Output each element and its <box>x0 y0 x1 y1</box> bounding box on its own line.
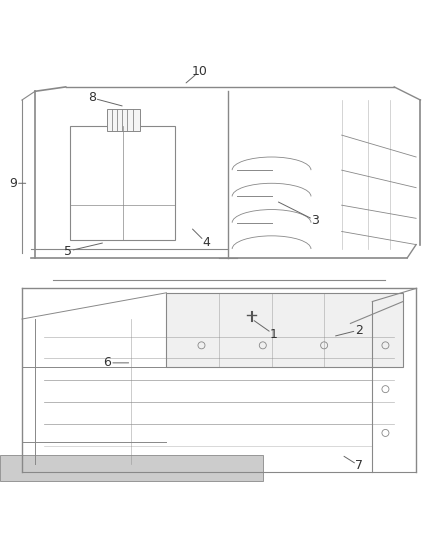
FancyBboxPatch shape <box>166 293 403 367</box>
Text: 5: 5 <box>64 245 72 257</box>
Text: 7: 7 <box>355 459 363 472</box>
Text: 10: 10 <box>191 65 207 78</box>
Text: 9: 9 <box>9 177 17 190</box>
Text: 2: 2 <box>355 324 363 336</box>
Text: 3: 3 <box>311 214 319 227</box>
Text: 1: 1 <box>270 328 278 341</box>
FancyBboxPatch shape <box>107 109 140 131</box>
Text: 4: 4 <box>202 236 210 249</box>
FancyBboxPatch shape <box>0 455 263 481</box>
Text: 6: 6 <box>103 357 111 369</box>
Text: 8: 8 <box>88 91 96 104</box>
